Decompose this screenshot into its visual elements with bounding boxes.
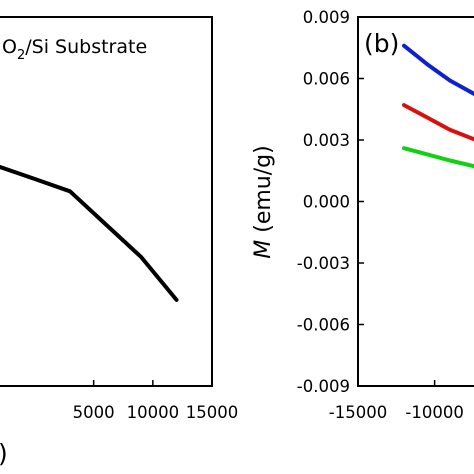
panel-b: 0.009 0.006 0.003 0.000 -0.003 -0.006 -0.009 -…: [251, 8, 474, 422]
panel-b-y-tick-label-6: -0.009: [297, 377, 350, 396]
panel-a-title-prefix: O: [2, 36, 17, 58]
panel-b-label: (b): [364, 29, 399, 58]
panel-a-title-subscript: 2: [17, 48, 25, 63]
panel-b-y-tick-label-5: -0.006: [297, 316, 350, 335]
panel-b-axes-frame: [357, 16, 474, 387]
panel-b-x-tick-label-1: -10000: [405, 403, 463, 422]
panel-b-y-tick-label-1: 0.006: [303, 70, 350, 89]
panel-b-y-tick-label-0: 0.009: [303, 8, 350, 27]
panel-a-x-tick-label-1: 10000: [127, 403, 180, 422]
panel-a-series-line-0: [0, 164, 179, 302]
panel-a-axes-frame: [0, 16, 213, 387]
panel-a: 5000 10000 15000 O2/Si Substrate ): [0, 16, 239, 468]
panel-b-y-axis-label: M (emu/g): [251, 145, 276, 258]
panel-a-plot: [0, 164, 179, 302]
panel-b-y-tick-label-4: -0.003: [297, 254, 350, 273]
panel-b-y-tick-label-2: 0.003: [303, 131, 350, 150]
panel-b-series-line-2: [402, 146, 474, 169]
panel-b-series-line-1: [402, 103, 474, 142]
panel-a-x-ticks: 5000 10000 15000: [73, 380, 239, 422]
panel-b-x-ticks: -15000 -10000: [329, 380, 464, 422]
panel-b-y-ticks: 0.009 0.006 0.003 0.000 -0.003 -0.006 -0.009: [297, 8, 364, 396]
panel-b-series-line-0: [402, 43, 474, 97]
panel-b-x-tick-label-0: -15000: [329, 403, 387, 422]
panel-b-y-axis-label-unit: (emu/g): [251, 145, 276, 239]
panel-b-plot: [402, 43, 474, 169]
panel-a-title: O2/Si Substrate: [2, 36, 147, 63]
panel-b-y-tick-label-3: 0.000: [303, 193, 350, 212]
panel-a-partial-label: ): [0, 439, 8, 468]
panel-a-title-suffix: /Si Substrate: [25, 36, 147, 58]
panel-a-x-tick-label-0: 5000: [73, 403, 115, 422]
panel-b-y-axis-label-symbol: M: [251, 240, 276, 259]
panel-a-x-tick-label-2: 15000: [186, 403, 239, 422]
